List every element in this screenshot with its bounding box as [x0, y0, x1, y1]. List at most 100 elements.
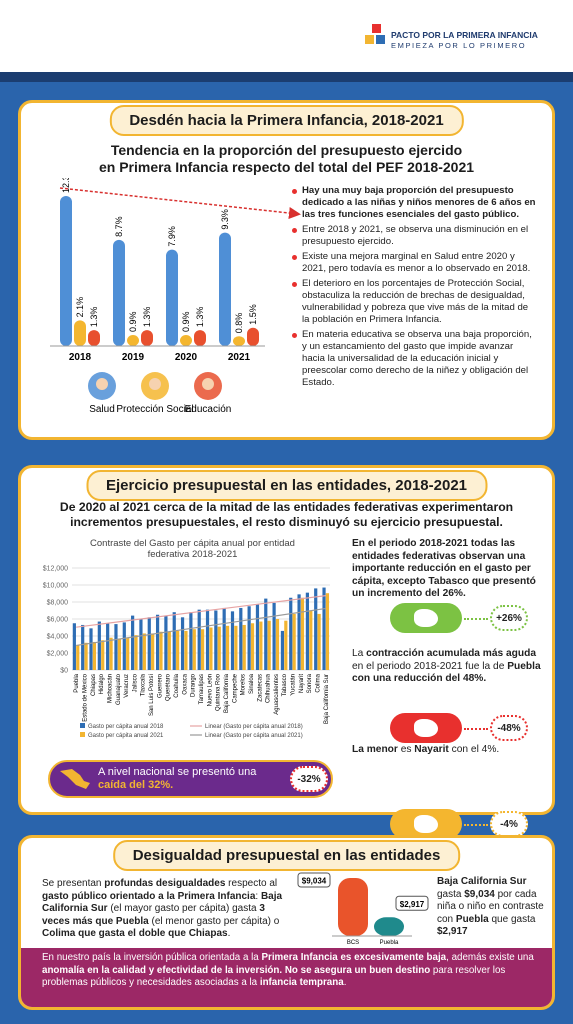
x-tick-label: Puebla [380, 940, 399, 946]
legend-label: Linear (Gasto per cápita anual 2018) [205, 724, 303, 730]
value-label: $9,034 [302, 877, 327, 886]
text-run: , además existe una [446, 952, 534, 963]
bar [74, 320, 86, 346]
text-run: Puebla con una reducción del 48%. [352, 660, 541, 685]
bar [275, 619, 280, 670]
text-run: para resolver los problemas públicos y n… [42, 964, 506, 989]
x-tick-label: Jalisco [132, 673, 138, 692]
national-box: A nivel nacional se presentó una caída d… [48, 760, 333, 798]
national-text: A nivel nacional se presentó una caída d… [98, 766, 278, 792]
value-label: 2.1% [75, 297, 85, 318]
text: Baja California Sur gasta $9,034 por cad… [437, 876, 547, 939]
legend-icon-face [96, 378, 108, 390]
bar [141, 330, 153, 346]
x-tick-label: Morelos [241, 674, 247, 695]
x-tick-label: Baja California [224, 673, 230, 713]
x-tick-label: BCS [347, 940, 359, 946]
bar [155, 614, 160, 670]
text-run: en el periodo 2018-2021 fue la de [352, 660, 508, 672]
legend-icon-face [202, 378, 214, 390]
x-tick-label: Querétaro [166, 673, 172, 701]
bar [147, 617, 151, 670]
text: Se presentan profundas desigualdades res… [42, 878, 287, 941]
bar [142, 633, 146, 670]
x-tick-label: Sonora [307, 673, 313, 693]
text-run: por cada niña o niño en contraste con [437, 888, 544, 925]
text-run: con el 4%. [448, 744, 500, 755]
x-tick-label: Nuevo León [207, 674, 213, 706]
bar [209, 627, 213, 670]
value-label: 12.3% [61, 178, 71, 193]
bar [180, 335, 192, 346]
y-tick-label: $0 [60, 668, 68, 675]
bar [92, 641, 97, 670]
bullet: En materia educativa se observa una baja… [292, 329, 537, 389]
x-tick-label: Campeche [232, 673, 238, 703]
map-state [414, 719, 438, 737]
bar [205, 609, 210, 670]
bar [194, 330, 206, 346]
legend-label: Protección Social [116, 404, 193, 415]
x-tick-label: Sinaloa [249, 673, 255, 694]
bar [267, 620, 271, 670]
text-run: una [238, 766, 257, 778]
y-tick-label: $4,000 [47, 634, 69, 641]
y-tick-label: $12,000 [43, 566, 68, 573]
text-run: gasto público orientado a la Primera Inf… [42, 890, 256, 902]
bullet: El deterioro en los porcentajes de Prote… [292, 278, 537, 326]
x-tick-label: 2018 [69, 352, 92, 363]
text-run: Hay una muy baja proporción del presupue… [302, 185, 536, 220]
footer-text: En nuestro país la inversión pública ori… [42, 952, 537, 990]
bar [292, 613, 296, 670]
bar [167, 631, 171, 670]
text-run: anomalía en la calidad y efectividad de … [42, 964, 431, 976]
bar [122, 622, 126, 670]
value-label: 1.3% [89, 307, 99, 328]
chart: 2018 12.3% 2.1% 1.3% 2019 8.7% 0.9% 1.3% 2020 7.9… [50, 178, 301, 415]
text-run: es excesivamente baja [340, 952, 447, 963]
bullet: Entre 2018 y 2021, se observa una dismin… [292, 224, 537, 248]
bar [72, 623, 76, 670]
badge: -32% [290, 766, 328, 792]
text-run: Baja California Sur [42, 890, 283, 915]
value-label: 8.7% [114, 216, 124, 237]
section-title: Ejercicio presupuestal en las entidades,… [85, 470, 488, 501]
bar [126, 637, 130, 670]
legend-label: Linear (Gasto per cápita anual 2021) [205, 733, 303, 739]
tagline: EMPIEZA POR LO PRIMERO [391, 41, 527, 50]
x-tick-label: Yucatán [291, 674, 297, 696]
value-label: 0.9% [181, 312, 191, 333]
text-run: Baja California Sur [437, 876, 527, 887]
bar [280, 630, 285, 670]
value-label: 0.8% [234, 313, 244, 334]
map-shape [390, 713, 462, 743]
x-tick-label: San Luis Potosí [149, 674, 155, 716]
legend-icon-face [149, 378, 161, 390]
bullets: Hay una muy baja proporción del presupue… [292, 185, 537, 392]
value-label: 1.3% [142, 307, 152, 328]
text-run: profundas desigualdades [104, 878, 226, 889]
legend-label: Gasto per cápita anual 2021 [88, 733, 164, 739]
bar [234, 625, 238, 670]
bar [259, 621, 263, 670]
bar [166, 249, 178, 346]
bar [184, 630, 188, 670]
bar [159, 631, 163, 670]
section-title: Desigualdad presupuestal en las entidade… [112, 840, 461, 871]
bar [247, 327, 259, 346]
bar [192, 629, 196, 670]
bar [134, 635, 138, 670]
bar [172, 612, 176, 670]
text-run: Entre 2018 y 2021, se observa una dismin… [302, 224, 529, 247]
text-run: Primera Infancia [261, 952, 338, 963]
chart: $0 $2,000 $4,000 $6,000 $8,000 $10,000 $12,000… [43, 566, 330, 739]
bar [233, 336, 245, 346]
text-run: Existe una mejora marginal en Salud entr… [302, 251, 531, 274]
text-run: A nivel nacional se presentó [98, 766, 239, 778]
x-tick-label: Veracruz [124, 674, 130, 698]
subtitle: De 2020 al 2021 cerca de la mitad de las… [59, 500, 514, 529]
bar [338, 878, 368, 936]
bar [217, 626, 221, 670]
x-tick-label: Tamaulipas [199, 674, 205, 704]
legend-label: Salud [89, 404, 115, 415]
